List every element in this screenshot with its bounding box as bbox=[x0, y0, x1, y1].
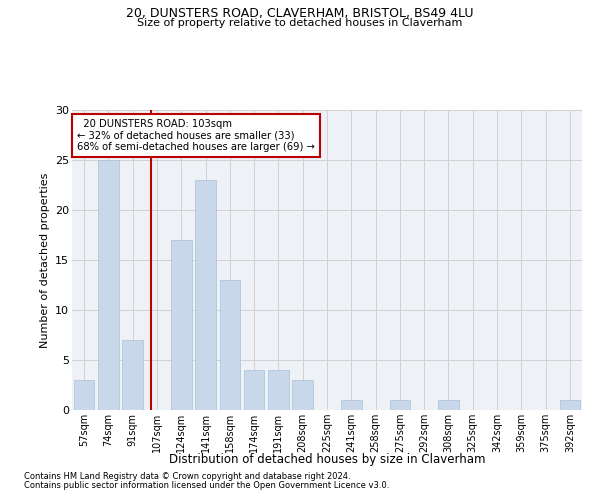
Text: 20, DUNSTERS ROAD, CLAVERHAM, BRISTOL, BS49 4LU: 20, DUNSTERS ROAD, CLAVERHAM, BRISTOL, B… bbox=[126, 8, 474, 20]
Text: Size of property relative to detached houses in Claverham: Size of property relative to detached ho… bbox=[137, 18, 463, 28]
Bar bbox=[341, 400, 362, 410]
Bar bbox=[389, 400, 410, 410]
Bar bbox=[122, 340, 143, 410]
Text: Contains public sector information licensed under the Open Government Licence v3: Contains public sector information licen… bbox=[24, 481, 389, 490]
Bar bbox=[292, 380, 313, 410]
Bar bbox=[560, 400, 580, 410]
Text: Distribution of detached houses by size in Claverham: Distribution of detached houses by size … bbox=[169, 452, 485, 466]
Bar bbox=[98, 160, 119, 410]
Y-axis label: Number of detached properties: Number of detached properties bbox=[40, 172, 50, 348]
Text: 20 DUNSTERS ROAD: 103sqm
← 32% of detached houses are smaller (33)
68% of semi-d: 20 DUNSTERS ROAD: 103sqm ← 32% of detach… bbox=[77, 119, 315, 152]
Bar bbox=[438, 400, 459, 410]
Bar bbox=[268, 370, 289, 410]
Bar bbox=[195, 180, 216, 410]
Bar bbox=[244, 370, 265, 410]
Text: Contains HM Land Registry data © Crown copyright and database right 2024.: Contains HM Land Registry data © Crown c… bbox=[24, 472, 350, 481]
Bar bbox=[171, 240, 191, 410]
Bar bbox=[220, 280, 240, 410]
Bar bbox=[74, 380, 94, 410]
